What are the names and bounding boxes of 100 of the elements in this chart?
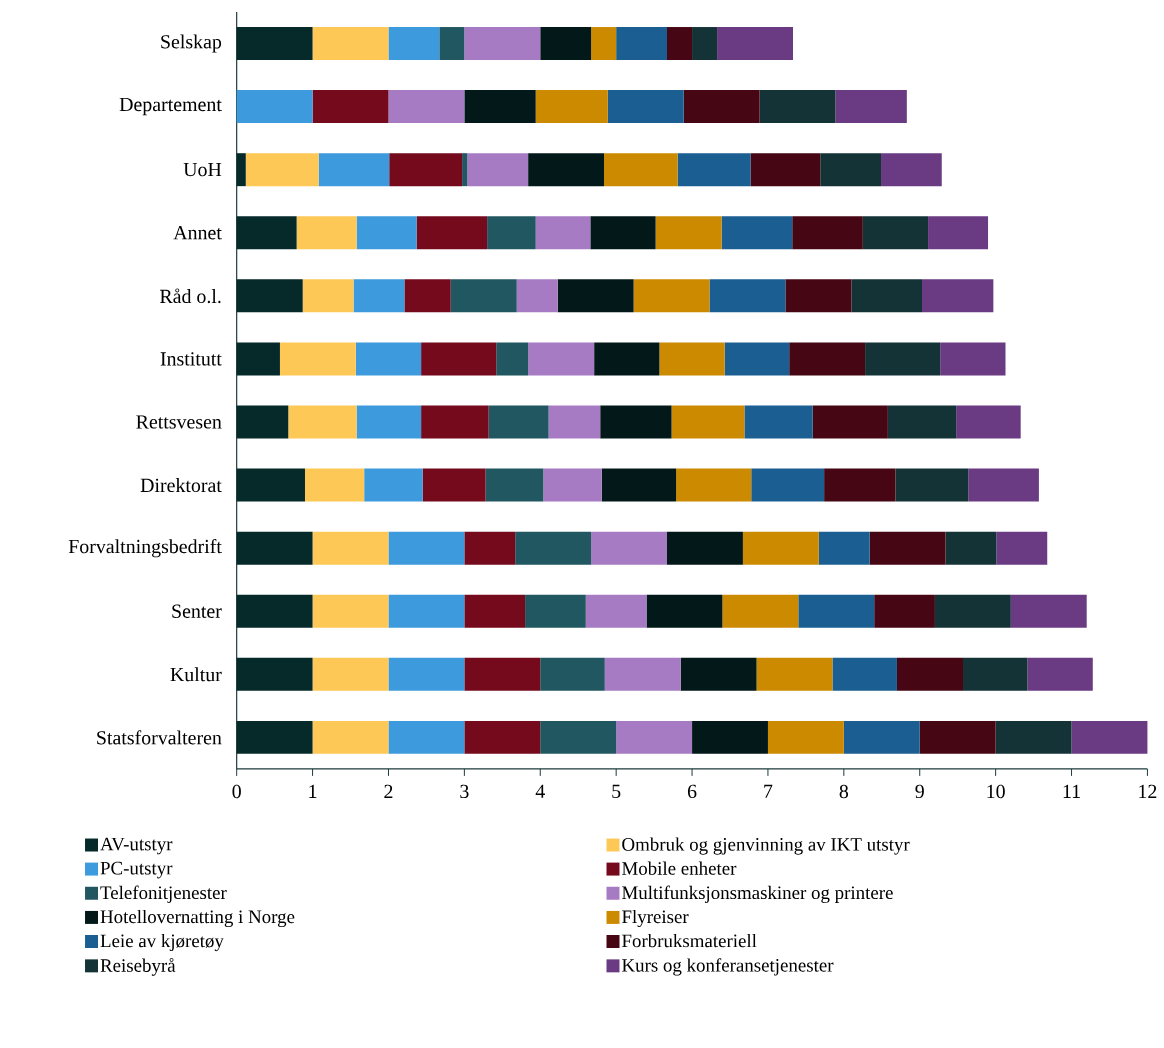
bar — [439, 27, 465, 61]
bar — [896, 658, 963, 692]
bar — [236, 279, 303, 313]
bar — [594, 342, 660, 376]
bar — [683, 90, 760, 124]
bar — [388, 594, 465, 628]
bar — [659, 342, 725, 376]
bar — [820, 153, 882, 187]
bar — [789, 342, 866, 376]
bar — [356, 216, 417, 250]
bar — [1010, 594, 1087, 628]
bar — [934, 594, 1011, 628]
bar — [881, 153, 942, 187]
bar — [667, 531, 743, 565]
bar — [356, 405, 422, 439]
bar — [744, 405, 813, 439]
x-tick-label: 11 — [1063, 784, 1080, 799]
bar — [677, 153, 751, 187]
bar — [667, 27, 693, 61]
bar — [721, 216, 793, 250]
bar — [464, 27, 541, 61]
bar — [404, 279, 451, 313]
y-tick-label: Direktorat — [140, 478, 222, 493]
bar — [464, 531, 516, 565]
bar — [607, 90, 684, 124]
legend-label: Ombruk og gjenvinning av IKT utstyr — [622, 837, 910, 855]
bar — [922, 279, 994, 313]
bar — [485, 468, 544, 502]
bar — [535, 216, 591, 250]
y-tick-label: Annet — [173, 226, 222, 240]
bar — [488, 405, 549, 439]
bar — [604, 658, 681, 692]
bar — [750, 153, 821, 187]
legend-label: Leie av kjøretøy — [100, 934, 224, 952]
bar — [692, 27, 718, 61]
bar — [1071, 721, 1148, 755]
bar — [302, 279, 354, 313]
y-tick-label: Institutt — [160, 352, 222, 366]
bar — [680, 658, 757, 692]
bar — [940, 342, 1006, 376]
x-tick-label: 8 — [839, 784, 849, 799]
bar — [869, 531, 946, 565]
bar — [516, 279, 558, 313]
bar — [724, 342, 790, 376]
bar — [236, 216, 297, 250]
bar — [919, 721, 996, 755]
bar — [416, 216, 488, 250]
bar — [312, 721, 389, 755]
bar — [236, 342, 280, 376]
bar — [421, 405, 489, 439]
bar — [318, 153, 390, 187]
bar — [540, 27, 592, 61]
bar — [464, 721, 541, 755]
bar — [467, 153, 529, 187]
bar — [236, 531, 313, 565]
legend-label: Mobile enheter — [622, 861, 737, 876]
bar — [245, 153, 319, 187]
y-tick-label: Selskap — [161, 34, 222, 53]
legend-label: PC-utstyr — [100, 862, 173, 879]
x-tick-label: 4 — [535, 784, 545, 799]
x-tick-label: 10 — [987, 784, 1005, 799]
bar — [591, 531, 668, 565]
bar — [304, 468, 365, 502]
bar — [236, 468, 305, 502]
bar — [843, 721, 920, 755]
bar — [464, 90, 536, 124]
legend-label: Kurs og konferansetjenester — [622, 958, 834, 976]
y-tick-label: UoH — [183, 163, 222, 177]
bar — [236, 27, 313, 61]
bar — [543, 468, 602, 502]
bar — [968, 468, 1039, 502]
y-tick-label: Departement — [119, 98, 222, 116]
bar — [312, 90, 389, 124]
y-tick-label: Kultur — [170, 667, 222, 682]
bar — [548, 405, 601, 439]
bar — [767, 721, 844, 755]
bar — [236, 594, 313, 628]
legend-label: Forbruksmateriell — [622, 934, 757, 948]
bar — [585, 594, 647, 628]
y-tick-label: Senter — [172, 604, 222, 619]
bar — [963, 658, 1028, 692]
bar — [887, 405, 957, 439]
bar — [312, 594, 389, 628]
bar — [591, 27, 617, 61]
y-tick-label: Forvaltningsbedrift — [68, 539, 222, 558]
bar — [421, 342, 497, 376]
x-tick-label: 0 — [232, 784, 241, 799]
bar — [824, 468, 896, 502]
bar — [709, 279, 786, 313]
bar — [996, 531, 1048, 565]
x-tick-label: 12 — [1139, 784, 1157, 799]
legend-label: Hotellovernatting i Norge — [100, 910, 295, 928]
legend-label: Multifunksjonsmaskiner og printere — [622, 885, 893, 904]
bar — [388, 658, 465, 692]
legend-label: Reisebyrå — [100, 958, 176, 976]
bar — [422, 468, 486, 502]
bar — [496, 342, 529, 376]
bar — [450, 279, 517, 313]
bar — [895, 468, 969, 502]
x-tick-label: 7 — [764, 784, 773, 798]
